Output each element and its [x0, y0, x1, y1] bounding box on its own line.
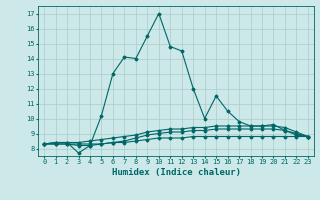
X-axis label: Humidex (Indice chaleur): Humidex (Indice chaleur) — [111, 168, 241, 177]
